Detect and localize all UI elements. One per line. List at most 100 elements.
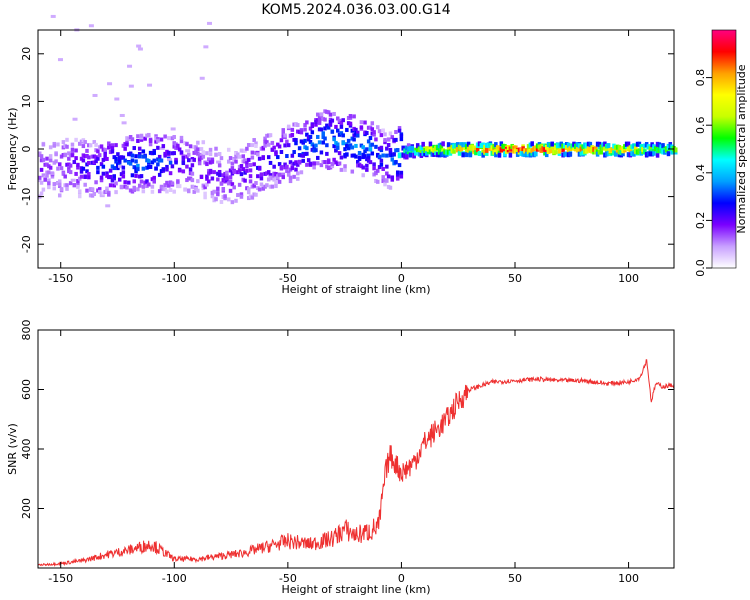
y-tick-label: -10 xyxy=(20,188,33,206)
heatmap-cell xyxy=(67,167,71,172)
heatmap-cell xyxy=(450,144,454,150)
heatmap-cell xyxy=(52,186,57,191)
heatmap-cell xyxy=(323,117,327,122)
heatmap-cell xyxy=(112,155,117,160)
heatmap-cell xyxy=(245,186,249,191)
heatmap-cell xyxy=(136,163,140,168)
heatmap-cell xyxy=(81,144,86,149)
heatmap-cell xyxy=(377,165,382,170)
colorbar-tick-label: 0.0 xyxy=(694,259,707,277)
heatmap-cell xyxy=(96,156,100,161)
heatmap-cell xyxy=(674,147,678,153)
heatmap-cell xyxy=(594,149,598,155)
heatmap-cell xyxy=(172,189,176,194)
heatmap-cell xyxy=(170,164,175,169)
heatmap-cell xyxy=(510,143,514,149)
heatmap-cell xyxy=(614,145,618,151)
heatmap-cell xyxy=(277,179,282,184)
heatmap-cell xyxy=(214,152,218,157)
heatmap-cell xyxy=(147,83,153,87)
heatmap-cell xyxy=(310,130,315,135)
heatmap-cell xyxy=(446,149,451,155)
heatmap-cell xyxy=(206,179,211,184)
heatmap-cell xyxy=(139,133,144,138)
heatmap-cell xyxy=(72,117,78,121)
heatmap-cell xyxy=(415,147,420,153)
heatmap-cell xyxy=(614,151,618,157)
heatmap-cell xyxy=(203,45,209,49)
heatmap-cell xyxy=(161,144,166,149)
heatmap-cell xyxy=(359,143,364,148)
heatmap-cell xyxy=(148,150,153,155)
heatmap-cell xyxy=(281,172,285,177)
heatmap-cell xyxy=(250,143,255,148)
heatmap-cell xyxy=(316,134,320,139)
heatmap-cell xyxy=(461,142,465,148)
heatmap-cell xyxy=(612,150,616,156)
heatmap-cell xyxy=(94,159,98,164)
heatmap-cell xyxy=(546,148,551,154)
heatmap-cell xyxy=(196,147,200,152)
heatmap-cell xyxy=(230,166,235,171)
heatmap-cell xyxy=(141,154,146,159)
heatmap-cell xyxy=(366,125,371,130)
heatmap-cell xyxy=(246,187,251,192)
heatmap-cell xyxy=(41,187,46,192)
heatmap-cell xyxy=(145,165,149,170)
heatmap-cell xyxy=(381,179,385,184)
heatmap-cell xyxy=(197,161,202,166)
heatmap-cell xyxy=(299,128,304,133)
heatmap-cell xyxy=(77,189,82,194)
heatmap-cell xyxy=(666,151,671,157)
heatmap-cell xyxy=(463,145,467,151)
heatmap-cell xyxy=(45,170,49,175)
heatmap-cell xyxy=(121,170,126,175)
heatmap-cell xyxy=(637,141,642,147)
heatmap-cell xyxy=(465,149,469,155)
heatmap-cell xyxy=(377,129,382,134)
heatmap-cell xyxy=(412,152,416,158)
heatmap-cell xyxy=(435,144,440,150)
heatmap-cell xyxy=(661,143,665,149)
heatmap-cell xyxy=(203,185,207,190)
heatmap-cell xyxy=(179,150,184,155)
heatmap-cell xyxy=(274,184,278,189)
heatmap-cell xyxy=(108,168,113,173)
heatmap-cell xyxy=(196,140,200,145)
heatmap-cell xyxy=(475,147,480,153)
heatmap-cell xyxy=(623,144,627,150)
heatmap-cell xyxy=(206,157,211,162)
heatmap-cell xyxy=(365,131,369,136)
heatmap-cell xyxy=(488,146,493,152)
x-tick-label: -150 xyxy=(48,272,73,285)
heatmap-cell xyxy=(205,162,209,167)
heatmap-cell xyxy=(74,148,78,153)
heatmap-cell xyxy=(259,172,264,177)
heatmap-cell xyxy=(617,152,622,158)
heatmap-cell xyxy=(441,141,445,147)
heatmap-cell xyxy=(221,173,226,178)
heatmap-cell xyxy=(117,164,123,168)
heatmap-cell xyxy=(288,160,293,165)
heatmap-cell xyxy=(601,142,605,148)
heatmap-cell xyxy=(330,129,335,134)
heatmap-cell xyxy=(443,149,447,155)
heatmap-cell xyxy=(177,147,182,152)
heatmap-cell xyxy=(619,147,623,153)
heatmap-cell xyxy=(332,137,336,142)
heatmap-cell xyxy=(279,150,284,155)
heatmap-cell xyxy=(127,136,131,141)
heatmap-cell xyxy=(210,176,215,181)
heatmap-cell xyxy=(399,170,404,175)
heatmap-cell xyxy=(199,155,204,160)
heatmap-cell xyxy=(248,194,253,199)
heatmap-cell xyxy=(663,149,667,155)
heatmap-cell xyxy=(321,135,325,140)
heatmap-cell xyxy=(639,150,643,156)
heatmap-cell xyxy=(381,175,385,180)
heatmap-cell xyxy=(548,148,553,154)
heatmap-cell xyxy=(595,141,600,147)
heatmap-cell xyxy=(606,143,611,149)
heatmap-cell xyxy=(234,159,238,164)
heatmap-cell xyxy=(203,160,207,165)
